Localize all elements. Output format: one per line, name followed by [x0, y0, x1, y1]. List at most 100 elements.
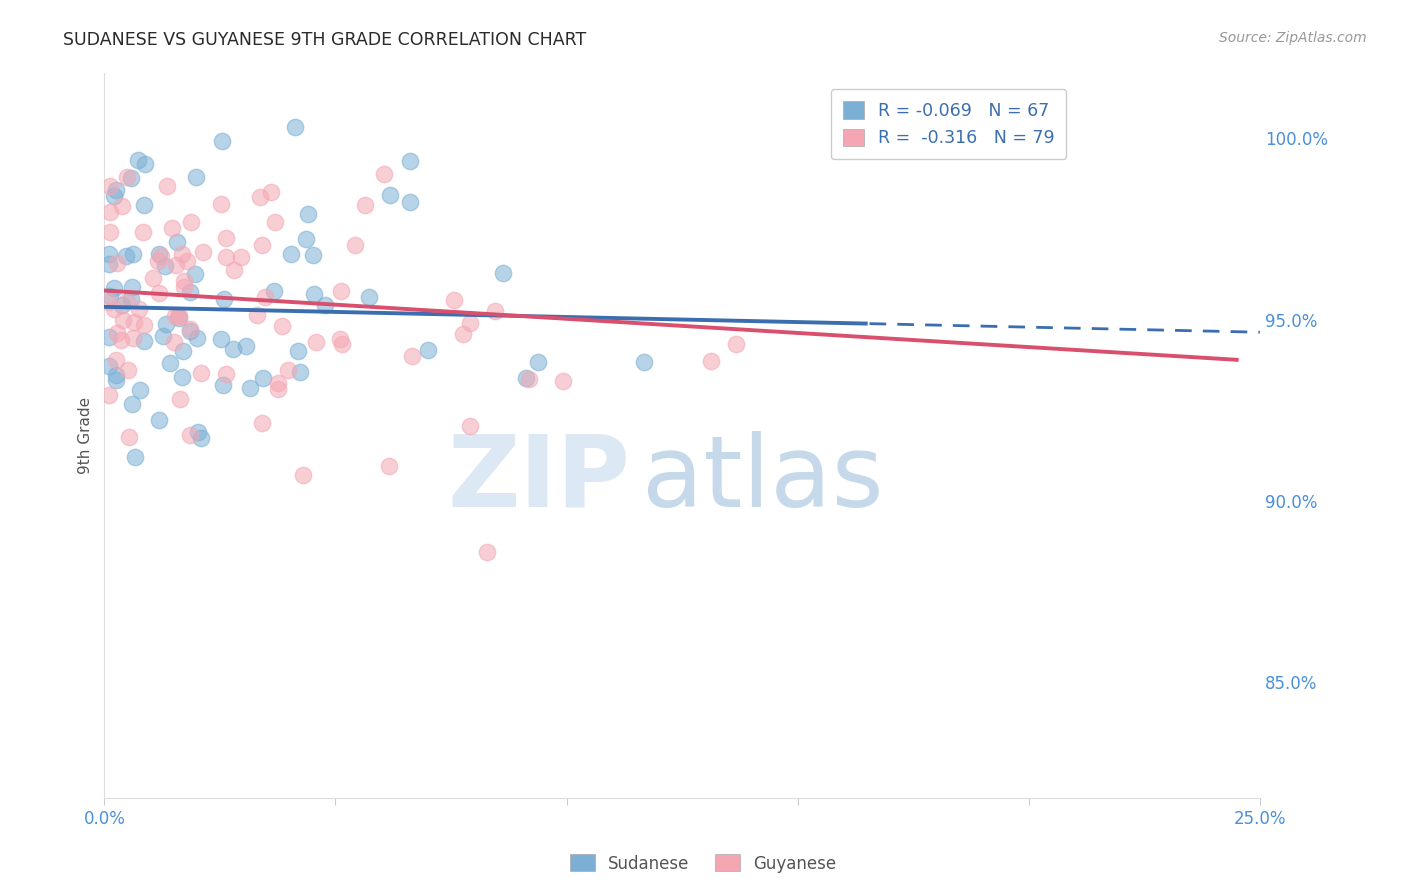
- Legend: Sudanese, Guyanese: Sudanese, Guyanese: [564, 847, 842, 880]
- Point: [287, 344, 309, 359]
- Point: [517, 372, 540, 386]
- Point: [193, 245, 215, 260]
- Point: [212, 292, 235, 306]
- Text: ZIP: ZIP: [447, 431, 630, 527]
- Point: [215, 367, 238, 381]
- Point: [260, 185, 283, 199]
- Point: [118, 430, 141, 444]
- Point: [170, 369, 193, 384]
- Point: [103, 281, 125, 295]
- Point: [398, 194, 420, 209]
- Point: [280, 247, 302, 261]
- Point: [98, 205, 121, 219]
- Point: [110, 333, 132, 347]
- Point: [103, 301, 125, 316]
- Point: [148, 247, 170, 261]
- Point: [134, 318, 156, 332]
- Point: [399, 153, 422, 168]
- Point: [98, 359, 121, 373]
- Point: [378, 188, 401, 202]
- Point: [284, 120, 307, 135]
- Point: [114, 249, 136, 263]
- Point: [373, 167, 395, 181]
- Point: [263, 215, 285, 229]
- Point: [127, 153, 149, 167]
- Point: [295, 232, 318, 246]
- Point: [492, 266, 515, 280]
- Point: [134, 197, 156, 211]
- Point: [117, 363, 139, 377]
- Point: [163, 335, 186, 350]
- Point: [231, 250, 253, 264]
- Point: [120, 292, 142, 306]
- Point: [215, 250, 238, 264]
- Point: [267, 382, 290, 396]
- Point: [170, 247, 193, 261]
- Point: [98, 330, 121, 344]
- Point: [98, 179, 121, 194]
- Point: [314, 298, 336, 312]
- Point: [173, 274, 195, 288]
- Point: [329, 332, 352, 346]
- Point: [155, 317, 177, 331]
- Point: [105, 326, 128, 340]
- Point: [458, 418, 481, 433]
- Point: [250, 238, 273, 252]
- Point: [104, 368, 127, 382]
- Point: [288, 365, 311, 379]
- Point: [156, 178, 179, 193]
- Point: [183, 267, 205, 281]
- Point: [190, 431, 212, 445]
- Point: [401, 350, 423, 364]
- Legend: R = -0.069   N = 67, R =  -0.316   N = 79: R = -0.069 N = 67, R = -0.316 N = 79: [831, 89, 1066, 160]
- Point: [263, 284, 285, 298]
- Point: [180, 215, 202, 229]
- Point: [179, 324, 201, 338]
- Point: [477, 545, 499, 559]
- Point: [173, 279, 195, 293]
- Point: [526, 355, 548, 369]
- Point: [122, 331, 145, 345]
- Point: [98, 247, 121, 261]
- Point: [212, 377, 235, 392]
- Point: [416, 343, 439, 358]
- Point: [146, 254, 169, 268]
- Point: [304, 287, 326, 301]
- Point: [124, 450, 146, 465]
- Point: [190, 366, 212, 380]
- Point: [179, 285, 201, 299]
- Point: [98, 295, 121, 310]
- Point: [155, 259, 177, 273]
- Point: [354, 198, 377, 212]
- Point: [103, 189, 125, 203]
- Point: [179, 322, 201, 336]
- Text: atlas: atlas: [641, 431, 883, 527]
- Point: [98, 225, 121, 239]
- Point: [222, 342, 245, 356]
- Point: [132, 225, 155, 239]
- Point: [120, 170, 142, 185]
- Point: [250, 416, 273, 430]
- Point: [186, 331, 208, 345]
- Point: [301, 248, 323, 262]
- Point: [121, 280, 143, 294]
- Point: [167, 310, 190, 325]
- Point: [165, 309, 187, 323]
- Point: [111, 298, 134, 312]
- Point: [186, 170, 208, 185]
- Point: [443, 293, 465, 308]
- Point: [224, 262, 246, 277]
- Point: [235, 338, 257, 352]
- Point: [187, 425, 209, 439]
- Point: [115, 169, 138, 184]
- Point: [105, 373, 128, 387]
- Point: [167, 309, 190, 323]
- Point: [152, 328, 174, 343]
- Point: [725, 337, 748, 351]
- Point: [249, 190, 271, 204]
- Point: [304, 334, 326, 349]
- Point: [148, 413, 170, 427]
- Point: [165, 258, 187, 272]
- Point: [105, 256, 128, 270]
- Text: SUDANESE VS GUYANESE 9TH GRADE CORRELATION CHART: SUDANESE VS GUYANESE 9TH GRADE CORRELATI…: [63, 31, 586, 49]
